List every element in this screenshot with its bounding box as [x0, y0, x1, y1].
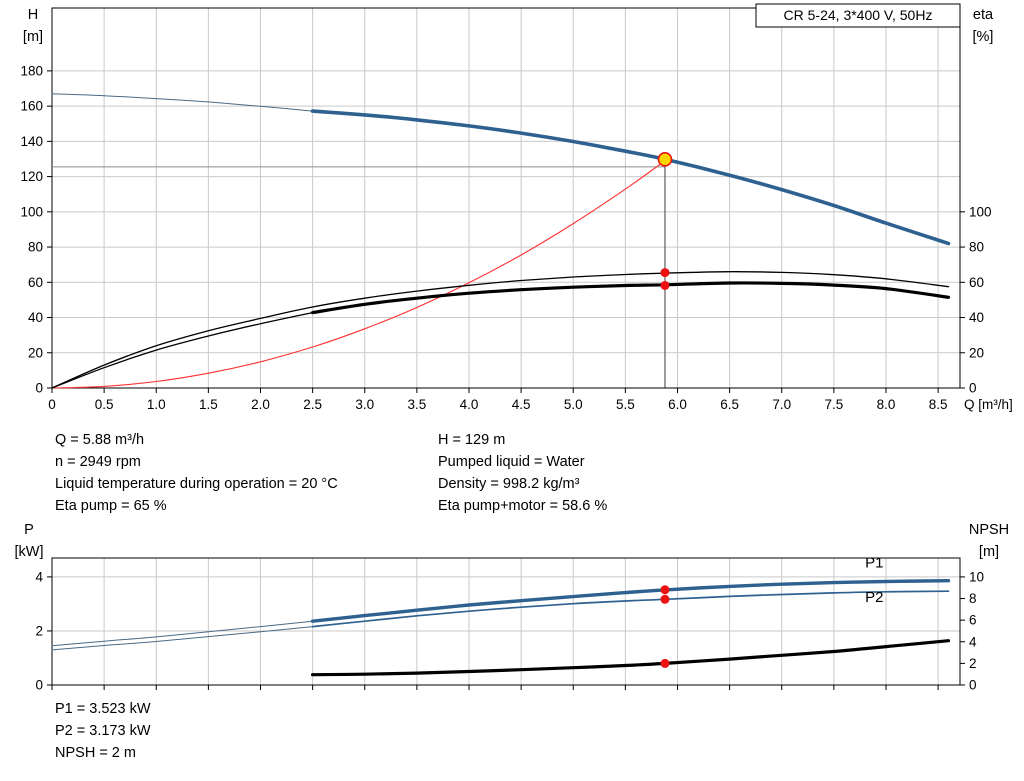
x-tick-label: 0.5 — [95, 397, 114, 412]
info-line: Eta pump+motor = 58.6 % — [438, 498, 608, 514]
curve-p2 — [311, 590, 950, 628]
head-efficiency-chart: 0 0.5 1.0 1.5 2.0 2.5 3.0 3.5 4.0 4.5 5.0 5.5 6.0 6.5… — [20, 3, 1013, 412]
info-line: Pumped liquid = Water — [438, 454, 585, 470]
y-right-tick-label: 0 — [969, 678, 977, 693]
x-tick-label: 2.0 — [251, 397, 270, 412]
info-line: n = 2949 rpm — [55, 454, 141, 470]
y-right-tick-label: 60 — [969, 275, 984, 290]
x-tick-label: 8.0 — [877, 397, 896, 412]
y-right-axis-title: eta — [973, 7, 994, 23]
y-right-tick-label: 80 — [969, 240, 984, 255]
y-left-tick-label: 180 — [20, 63, 43, 78]
x-tick-label: 5.5 — [616, 397, 635, 412]
y-right-tick-label: 20 — [969, 345, 984, 360]
y-left-axis-title: [m] — [23, 29, 43, 45]
marker-p2-point — [660, 594, 670, 604]
x-tick-label: 5.0 — [564, 397, 583, 412]
y-left-tick-label: 0 — [35, 678, 43, 693]
x-tick-label: 1.5 — [199, 397, 218, 412]
x-tick-label: 6.0 — [668, 397, 687, 412]
curve-p1 — [310, 579, 951, 623]
y-right-tick-label: 40 — [969, 310, 984, 325]
y-right-axis-title: [m] — [979, 544, 999, 560]
y-left-tick-label: 60 — [28, 275, 43, 290]
y-left-axis-title: [kW] — [15, 544, 44, 560]
x-tick-label: 0 — [48, 397, 56, 412]
curve-p2-extension — [51, 626, 314, 651]
marker-duty-point — [657, 152, 673, 167]
x-tick-label: 1.0 — [147, 397, 166, 412]
info-line: H = 129 m — [438, 432, 506, 448]
curve-p1-extension — [51, 620, 314, 647]
marker-eta-pump-point — [660, 268, 670, 278]
x-tick-label: 3.0 — [355, 397, 374, 412]
plot-border — [51, 7, 961, 389]
curve-head-extension — [51, 93, 314, 112]
info-line: Liquid temperature during operation = 20… — [55, 476, 338, 492]
info-line: P1 = 3.523 kW — [55, 701, 151, 717]
info-line: Density = 998.2 kg/m³ — [438, 476, 580, 492]
curve-npsh — [311, 639, 951, 677]
y-right-tick-label: 100 — [969, 204, 992, 219]
marker-npsh-point — [660, 658, 670, 668]
x-tick-label: 4.5 — [512, 397, 531, 412]
info-line: Eta pump = 65 % — [55, 498, 167, 514]
info-line: P2 = 3.173 kW — [55, 723, 151, 739]
curve-eta-pump-motor-extension — [51, 311, 314, 389]
curve-system-curve — [51, 160, 666, 389]
y-right-tick-label: 4 — [969, 634, 977, 649]
x-tick-label: 3.5 — [407, 397, 426, 412]
curve-eta-pump — [51, 271, 950, 389]
info-line: NPSH = 2 m — [55, 745, 136, 761]
chart-title-box — [755, 3, 961, 28]
curve-head — [310, 109, 951, 246]
y-right-tick-label: 10 — [969, 569, 984, 584]
y-left-tick-label: 4 — [35, 569, 43, 584]
y-left-tick-label: 80 — [28, 240, 43, 255]
y-left-tick-label: 120 — [20, 169, 43, 184]
y-left-axis-title: H — [28, 7, 38, 23]
y-right-axis-title: [%] — [973, 29, 994, 45]
y-left-tick-label: 2 — [35, 623, 43, 638]
y-right-axis-title: NPSH — [969, 522, 1009, 538]
x-axis-title: Q [m³/h] — [964, 397, 1013, 412]
marker-p1-point — [660, 585, 670, 595]
info-line: Q = 5.88 m³/h — [55, 432, 145, 448]
y-left-tick-label: 0 — [35, 381, 43, 396]
chart-title: CR 5-24, 3*400 V, 50Hz — [784, 7, 933, 23]
y-left-tick-label: 100 — [20, 204, 43, 219]
y-left-axis-title: P — [24, 522, 34, 538]
x-tick-label: 6.5 — [720, 397, 739, 412]
y-left-tick-label: 40 — [28, 310, 43, 325]
y-right-tick-label: 8 — [969, 591, 977, 606]
duty-info-left-column: Q = 5.88 m³/h n = 2949 rpm Liquid temperat… — [55, 429, 338, 517]
duty-info-right-column: H = 129 m Pumped liquid = Water Density = … — [438, 429, 607, 517]
series-label-p2: P2 — [865, 589, 883, 606]
y-right-tick-label: 6 — [969, 613, 977, 628]
y-left-tick-label: 140 — [20, 134, 43, 149]
y-left-tick-label: 20 — [28, 345, 43, 360]
power-npsh-info-column: P1 = 3.523 kW P2 = 3.173 kW NPSH = 2 m — [55, 698, 151, 764]
y-left-tick-label: 160 — [20, 99, 43, 114]
series-label-p1: P1 — [865, 554, 883, 571]
x-tick-label: 7.0 — [772, 397, 791, 412]
x-tick-label: 2.5 — [303, 397, 322, 412]
x-tick-label: 8.5 — [929, 397, 948, 412]
curve-eta-pump-motor — [311, 281, 951, 315]
x-tick-label: 7.5 — [824, 397, 843, 412]
marker-eta-pump-motor-point — [660, 280, 670, 290]
y-right-tick-label: 2 — [969, 656, 977, 671]
y-right-tick-label: 0 — [969, 381, 977, 396]
power-npsh-chart: 0 2 4 0 2 4 6 8 10 P [kW] NPSH [m] P1 P2 — [15, 522, 1010, 693]
x-tick-label: 4.0 — [460, 397, 479, 412]
plot-border — [51, 557, 961, 686]
